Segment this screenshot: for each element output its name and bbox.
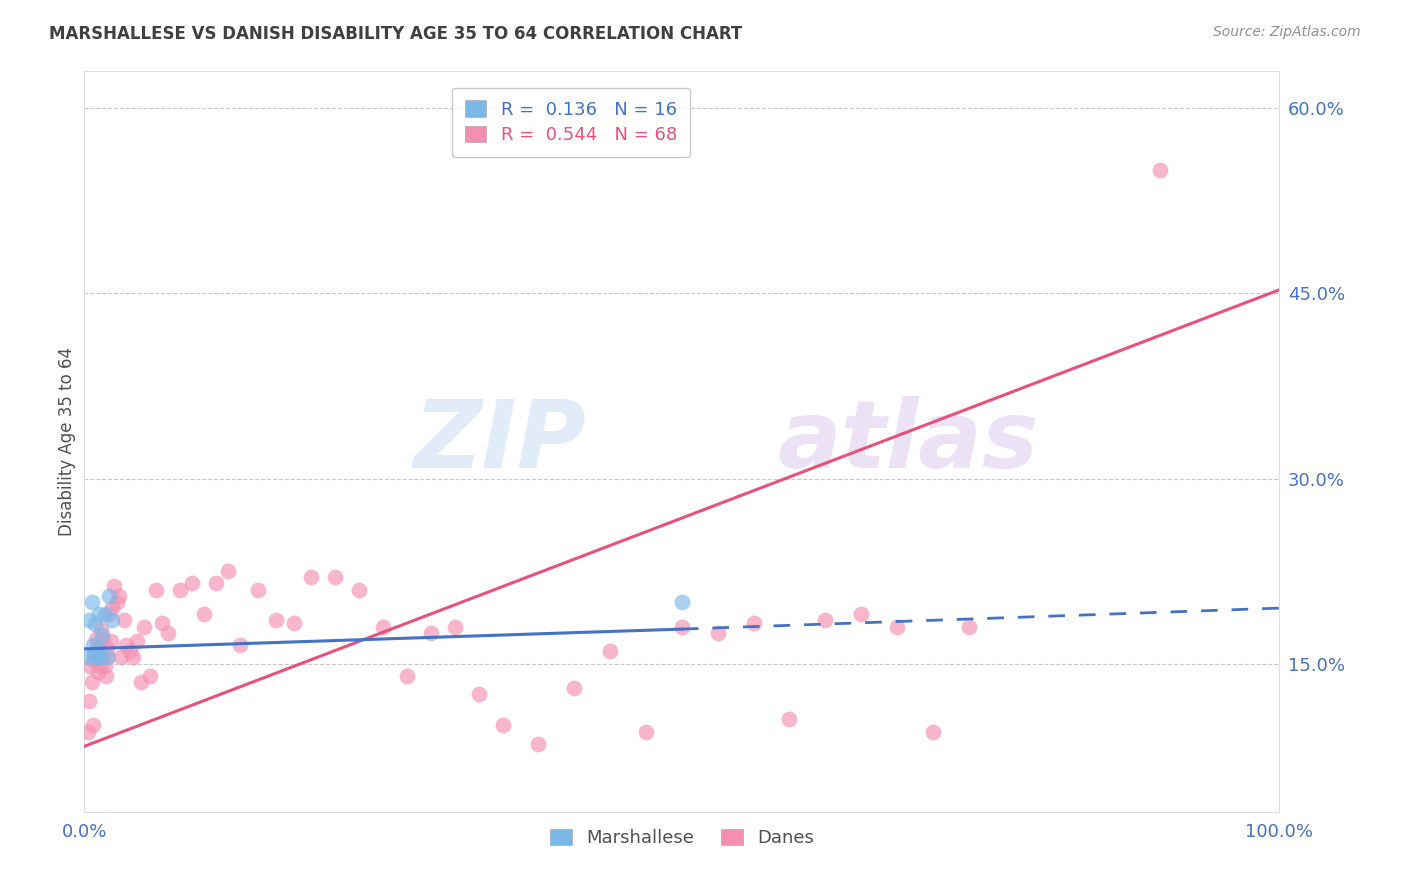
Point: [246, 582, 269, 597]
Point: [129, 675, 152, 690]
Point: [139, 669, 162, 683]
Point: [217, 564, 239, 578]
Text: Source: ZipAtlas.com: Source: ZipAtlas.com: [1213, 25, 1361, 39]
Point: [97, 650, 120, 665]
Point: [564, 681, 586, 696]
Point: [90, 622, 112, 636]
Point: [79, 659, 101, 673]
Point: [420, 625, 443, 640]
Point: [100, 634, 122, 648]
Point: [814, 614, 837, 628]
Point: [77, 650, 100, 665]
Point: [87, 607, 110, 622]
Text: atlas: atlas: [778, 395, 1039, 488]
Point: [89, 650, 111, 665]
Point: [205, 576, 228, 591]
Point: [193, 607, 215, 622]
Point: [492, 718, 515, 732]
Point: [110, 650, 132, 665]
Point: [742, 615, 765, 630]
Point: [396, 669, 419, 683]
Y-axis label: Disability Age 35 to 64: Disability Age 35 to 64: [58, 347, 76, 536]
Point: [86, 632, 108, 646]
Point: [145, 582, 167, 597]
Point: [1149, 163, 1171, 178]
Point: [101, 601, 124, 615]
Point: [229, 638, 252, 652]
Point: [301, 570, 323, 584]
Point: [779, 712, 801, 726]
Point: [91, 650, 114, 665]
Point: [84, 617, 107, 632]
Point: [150, 615, 173, 630]
Point: [80, 595, 103, 609]
Text: ZIP: ZIP: [413, 395, 586, 488]
Point: [93, 607, 115, 622]
Point: [922, 724, 945, 739]
Point: [707, 625, 730, 640]
Point: [349, 582, 371, 597]
Point: [93, 632, 115, 646]
Point: [94, 669, 117, 683]
Point: [98, 607, 121, 622]
Point: [86, 641, 108, 656]
Point: [86, 665, 108, 680]
Point: [86, 650, 108, 665]
Point: [957, 619, 980, 633]
Point: [77, 614, 100, 628]
Point: [636, 724, 658, 739]
Point: [93, 659, 115, 673]
Point: [283, 615, 305, 630]
Point: [98, 589, 121, 603]
Point: [105, 595, 128, 609]
Legend: Marshallese, Danes: Marshallese, Danes: [543, 822, 821, 855]
Point: [77, 724, 100, 739]
Point: [444, 619, 467, 633]
Point: [157, 625, 180, 640]
Point: [80, 675, 103, 690]
Point: [89, 659, 111, 673]
Point: [115, 638, 138, 652]
Point: [84, 644, 107, 658]
Point: [132, 619, 156, 633]
Point: [82, 638, 104, 652]
Point: [122, 650, 145, 665]
Point: [671, 595, 693, 609]
Point: [108, 589, 131, 603]
Point: [101, 614, 124, 628]
Point: [468, 688, 491, 702]
Point: [77, 694, 100, 708]
Point: [87, 638, 110, 652]
Point: [83, 647, 105, 661]
Point: [103, 579, 125, 593]
Point: [325, 570, 347, 584]
Point: [83, 653, 105, 667]
Point: [181, 576, 204, 591]
Point: [671, 619, 693, 633]
Text: MARSHALLESE VS DANISH DISABILITY AGE 35 TO 64 CORRELATION CHART: MARSHALLESE VS DANISH DISABILITY AGE 35 …: [49, 25, 742, 43]
Point: [527, 737, 550, 751]
Point: [118, 644, 141, 658]
Point: [91, 628, 114, 642]
Point: [851, 607, 873, 622]
Point: [96, 640, 118, 655]
Point: [169, 582, 191, 597]
Point: [886, 619, 908, 633]
Point: [112, 614, 135, 628]
Point: [373, 619, 395, 633]
Point: [125, 634, 148, 648]
Point: [599, 644, 621, 658]
Point: [82, 718, 104, 732]
Point: [96, 650, 118, 665]
Point: [264, 614, 287, 628]
